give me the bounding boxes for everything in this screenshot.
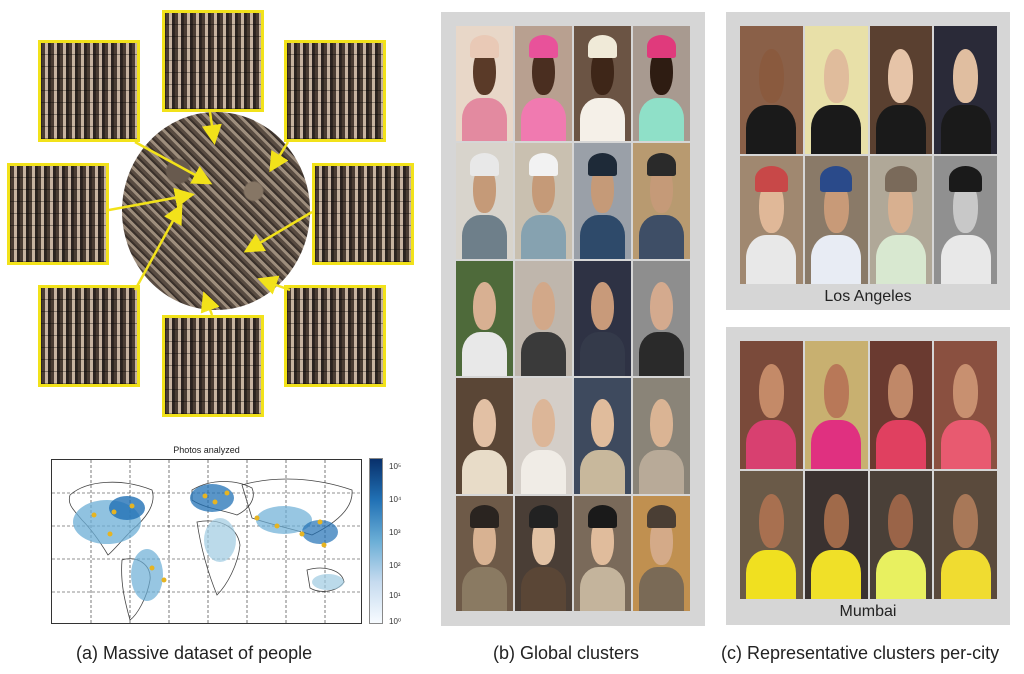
caption-c: (c) Representative clusters per-city bbox=[721, 643, 1000, 663]
city-label-los-angeles: Los Angeles bbox=[824, 288, 912, 305]
cluster-thumbnail-8 bbox=[162, 315, 264, 417]
global-clusters-grid bbox=[456, 26, 690, 611]
cluster-photo bbox=[574, 26, 631, 142]
cluster-photo bbox=[633, 495, 690, 611]
colorbar-tick-1e3: 10³ bbox=[389, 528, 401, 537]
cluster-photo bbox=[456, 260, 513, 377]
cluster-photo bbox=[456, 378, 513, 494]
colorbar-tick-1e1: 10¹ bbox=[389, 591, 401, 600]
city-photo bbox=[934, 341, 997, 469]
cluster-thumbnail-6 bbox=[38, 285, 140, 387]
cluster-photo bbox=[515, 378, 572, 494]
cluster-photo bbox=[633, 143, 690, 259]
cluster-arrows bbox=[108, 111, 313, 316]
cluster-photo bbox=[574, 378, 631, 494]
cluster-photo bbox=[633, 260, 690, 377]
colorbar-tick-1e0: 10⁰ bbox=[389, 617, 402, 626]
cluster-photo bbox=[456, 143, 513, 259]
city-grid-los-angeles bbox=[740, 26, 997, 284]
cluster-thumbnail-4 bbox=[7, 163, 109, 265]
cluster-photo bbox=[515, 260, 572, 377]
cluster-photo bbox=[574, 260, 631, 377]
city-photo bbox=[740, 156, 803, 284]
city-photo bbox=[740, 26, 803, 154]
city-photo bbox=[869, 156, 933, 284]
colorbar-tick-1e5: 10⁵ bbox=[389, 462, 402, 471]
city-photo bbox=[740, 341, 803, 469]
city-label-mumbai: Mumbai bbox=[839, 603, 897, 620]
cluster-thumbnail-1 bbox=[162, 10, 264, 112]
cluster-photo bbox=[633, 26, 690, 142]
city-photo bbox=[804, 341, 868, 469]
city-grid-mumbai bbox=[740, 341, 997, 599]
caption-b: (b) Global clusters bbox=[493, 643, 640, 663]
cluster-photo bbox=[574, 143, 631, 259]
caption-a: (a) Massive dataset of people bbox=[76, 643, 313, 663]
city-photo bbox=[804, 156, 868, 284]
cluster-photo bbox=[456, 495, 513, 611]
city-photo bbox=[804, 26, 868, 154]
colorbar-tick-1e2: 10² bbox=[389, 561, 401, 570]
tsne-photo-cloud bbox=[122, 112, 310, 310]
city-photo bbox=[934, 471, 997, 599]
cluster-photo bbox=[574, 495, 631, 611]
cluster-photo bbox=[456, 26, 513, 142]
world-map bbox=[51, 459, 362, 624]
map-title: Photos analyzed bbox=[173, 445, 240, 455]
cluster-thumbnail-3 bbox=[284, 40, 386, 142]
city-photo bbox=[740, 471, 803, 599]
cluster-photo bbox=[515, 143, 572, 259]
cluster-photo bbox=[633, 378, 690, 494]
cluster-photo bbox=[515, 495, 572, 611]
colorbar-tick-1e4: 10⁴ bbox=[389, 495, 402, 504]
city-photo bbox=[869, 471, 933, 599]
cluster-thumbnail-2 bbox=[38, 40, 140, 142]
city-photo bbox=[934, 156, 997, 284]
city-photo bbox=[804, 471, 868, 599]
city-photo bbox=[869, 26, 933, 154]
cluster-thumbnail-5 bbox=[312, 163, 414, 265]
cluster-thumbnail-7 bbox=[284, 285, 386, 387]
city-photo bbox=[934, 26, 997, 154]
colorbar bbox=[369, 458, 383, 624]
city-photo bbox=[869, 341, 933, 469]
cluster-photo bbox=[515, 26, 572, 142]
